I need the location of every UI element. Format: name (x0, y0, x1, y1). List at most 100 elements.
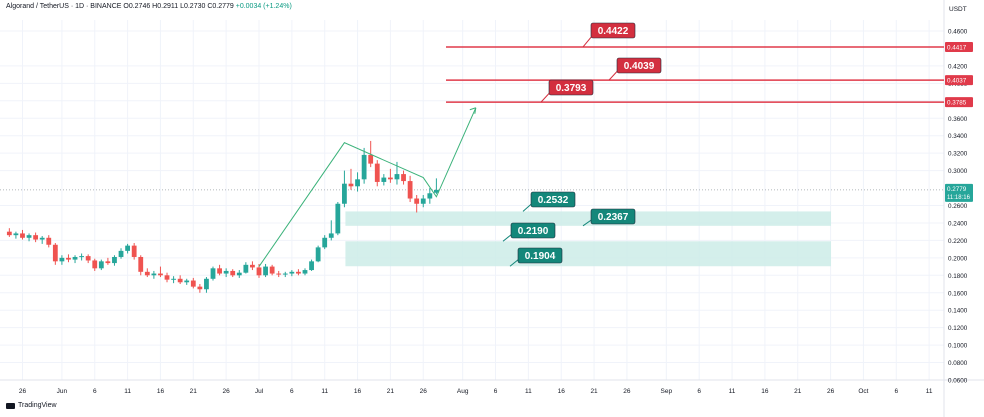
x-tick-label: 11 (124, 388, 131, 395)
candle[interactable] (79, 256, 85, 258)
callout-resistance-3-box[interactable] (548, 79, 594, 96)
candle[interactable] (296, 271, 301, 274)
candle[interactable] (256, 267, 262, 276)
x-tick-label: 21 (387, 388, 395, 395)
candle[interactable] (210, 268, 216, 279)
candle[interactable] (13, 233, 19, 236)
x-tick-label: 26 (623, 388, 631, 395)
axis-tag-resistance-3 (945, 97, 973, 108)
candle[interactable] (420, 198, 426, 204)
candle[interactable] (368, 154, 374, 164)
candle[interactable] (433, 189, 439, 193)
candle[interactable] (151, 273, 157, 276)
candle[interactable] (309, 261, 314, 271)
x-tick-label: 11 (525, 388, 532, 395)
candle[interactable] (302, 270, 308, 274)
candle[interactable] (374, 163, 380, 182)
candle[interactable] (348, 183, 354, 187)
candle[interactable] (72, 256, 78, 260)
candle[interactable] (243, 264, 249, 273)
candle[interactable] (394, 174, 400, 180)
callout-resistance-1-text: 0.4422 (598, 26, 629, 37)
current-price-tag (945, 183, 973, 202)
candle[interactable] (98, 261, 104, 269)
candle[interactable] (118, 250, 124, 257)
candle[interactable] (223, 270, 229, 274)
candle[interactable] (328, 233, 334, 238)
candle[interactable] (269, 266, 275, 274)
x-tick-label: Jul (255, 388, 264, 395)
candle[interactable] (92, 260, 98, 269)
candle[interactable] (230, 270, 236, 276)
candle[interactable] (59, 257, 65, 262)
y-tick-label: 0.2400 (948, 220, 968, 227)
projection-path[interactable] (258, 107, 477, 267)
candle[interactable] (427, 193, 433, 199)
candle[interactable] (250, 264, 255, 268)
candle[interactable] (20, 233, 25, 238)
axis-tag-resistance-2 (945, 75, 973, 86)
candle[interactable] (39, 237, 45, 240)
support-zone-1[interactable] (345, 211, 831, 226)
callout-resistance-1-box[interactable] (590, 22, 636, 39)
candle[interactable] (414, 198, 420, 204)
support-zone-2[interactable] (345, 241, 831, 267)
candle[interactable] (401, 174, 406, 182)
x-tick-label: Aug (457, 388, 469, 395)
candle[interactable] (204, 278, 209, 290)
callout-zone1-top-box[interactable] (530, 191, 576, 208)
y-tick-label: 0.3400 (948, 133, 968, 140)
callout-zone2-bottom-box[interactable] (517, 247, 563, 264)
candle[interactable] (125, 245, 130, 251)
candle[interactable] (335, 203, 341, 234)
candle[interactable] (282, 273, 288, 275)
candle[interactable] (85, 256, 91, 261)
candle[interactable] (276, 273, 282, 275)
candle[interactable] (236, 272, 242, 276)
y-tick-label: 0.2000 (948, 255, 968, 262)
symbol-title[interactable]: Algorand / TetherUS · 1D · BINANCE (6, 3, 122, 10)
candle[interactable] (46, 237, 52, 245)
axis-tag-resistance-text: 0.3785 (947, 100, 967, 107)
candle[interactable] (190, 280, 196, 287)
candle[interactable] (315, 247, 321, 262)
candle[interactable] (342, 183, 347, 204)
candle[interactable] (381, 177, 387, 182)
x-tick-label: 11 (926, 388, 933, 395)
candle[interactable] (171, 278, 176, 280)
candle[interactable] (322, 237, 328, 248)
callout-zone2-top-box[interactable] (510, 222, 556, 239)
y-tick-label: 0.0600 (948, 378, 968, 385)
candle[interactable] (184, 280, 190, 283)
candle[interactable] (105, 261, 111, 264)
callout-resistance-2-box[interactable] (616, 57, 662, 74)
candle[interactable] (407, 181, 413, 199)
candle[interactable] (131, 245, 137, 257)
candle[interactable] (33, 235, 39, 240)
candle[interactable] (361, 154, 367, 180)
tradingview-brand[interactable]: TradingView (6, 402, 57, 409)
candle[interactable] (388, 177, 393, 180)
candle[interactable] (355, 179, 360, 187)
callout-zone1-bottom-box[interactable] (590, 208, 636, 225)
candle[interactable] (6, 231, 12, 236)
candle[interactable] (217, 268, 222, 274)
candle[interactable] (52, 244, 58, 262)
callout-resistance-2-text: 0.4039 (624, 61, 655, 72)
candle[interactable] (263, 266, 268, 276)
y-tick-label: 0.3000 (948, 168, 968, 175)
candle[interactable] (289, 271, 295, 274)
x-tick-label: Jun (57, 388, 68, 395)
candle[interactable] (112, 256, 117, 264)
candle[interactable] (26, 235, 32, 238)
candle[interactable] (144, 271, 150, 276)
axis-tag-resistance-text: 0.4037 (947, 78, 967, 85)
candle[interactable] (66, 257, 71, 260)
candle[interactable] (138, 256, 144, 272)
candle[interactable] (197, 286, 203, 290)
candle[interactable] (164, 275, 170, 280)
candle[interactable] (158, 273, 163, 276)
candle[interactable] (177, 278, 183, 283)
y-tick-label: 0.2200 (948, 238, 968, 245)
